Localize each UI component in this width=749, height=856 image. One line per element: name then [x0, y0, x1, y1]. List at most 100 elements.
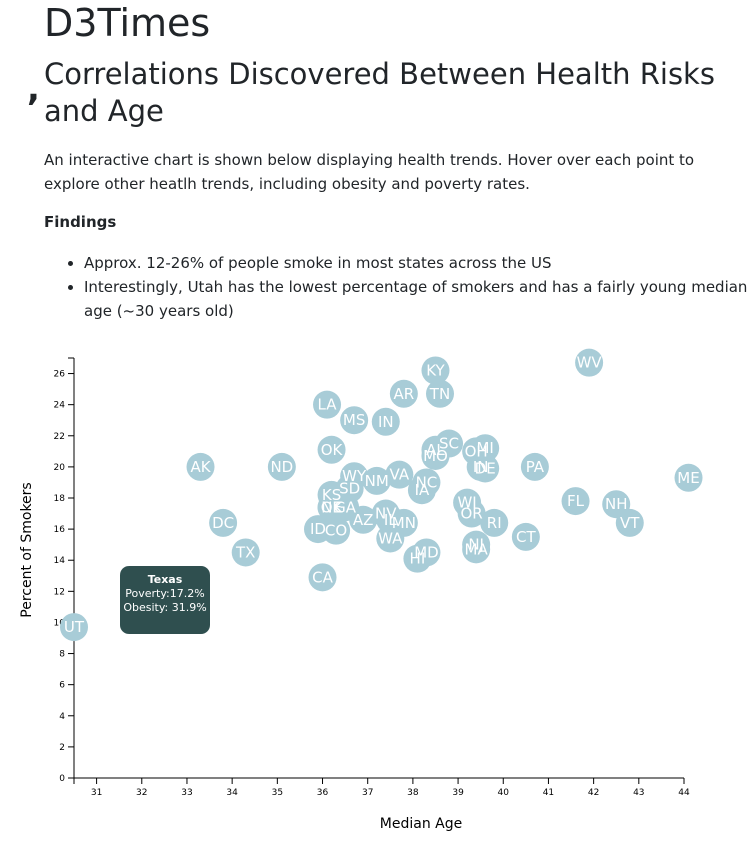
data-point[interactable]: [267, 452, 296, 481]
point-label: RI: [487, 514, 502, 532]
data-point[interactable]: [376, 524, 405, 553]
x-tick-label: 41: [543, 788, 554, 798]
point-label: WI: [457, 494, 476, 512]
data-point[interactable]: [421, 442, 450, 470]
data-point[interactable]: [457, 499, 486, 528]
data-point[interactable]: [340, 462, 369, 491]
y-tick-label: 0: [59, 774, 65, 784]
intro-paragraph: An interactive chart is shown below disp…: [44, 151, 695, 193]
data-point[interactable]: [331, 493, 360, 522]
point-label: MO: [423, 447, 448, 465]
point-label: ID: [310, 520, 326, 538]
point-label: NV: [375, 505, 397, 523]
data-point[interactable]: [561, 487, 590, 516]
y-tick-label: 2: [59, 743, 65, 753]
data-point[interactable]: [308, 563, 337, 592]
y-tick-label: 24: [54, 401, 66, 411]
data-point[interactable]: [60, 613, 88, 642]
data-point[interactable]: [385, 460, 414, 489]
data-point[interactable]: [186, 452, 215, 481]
point-label: KY: [426, 361, 445, 379]
point-label: NH: [605, 495, 628, 513]
data-point[interactable]: [317, 435, 346, 464]
data-point[interactable]: [520, 452, 549, 481]
point-label: WA: [378, 529, 403, 547]
y-tick-label: 26: [54, 370, 66, 380]
findings-heading: Findings: [44, 213, 117, 231]
data-tooltip: Texas Poverty:17.2% Obesity: 31.9%: [120, 566, 210, 634]
point-label: MD: [414, 543, 439, 561]
point-label: WY: [342, 467, 367, 485]
page-title: Correlations Discovered Between Health R…: [44, 57, 715, 128]
point-label: AL: [426, 441, 445, 459]
data-point[interactable]: [674, 463, 703, 492]
data-point[interactable]: [615, 508, 644, 537]
point-label: CT: [516, 528, 536, 546]
point-label: IN: [473, 458, 489, 476]
data-point[interactable]: [231, 538, 260, 567]
data-point[interactable]: [313, 390, 342, 419]
data-point[interactable]: [480, 508, 509, 537]
point-label: VA: [390, 466, 410, 484]
data-point[interactable]: [340, 406, 369, 435]
data-point[interactable]: [412, 538, 441, 567]
tooltip-poverty: Poverty:17.2%: [125, 587, 205, 600]
data-point[interactable]: [575, 348, 604, 377]
y-tick-label: 20: [54, 463, 66, 473]
data-point[interactable]: [426, 379, 454, 408]
data-point[interactable]: [462, 535, 491, 564]
x-tick-label: 35: [272, 788, 283, 798]
data-point[interactable]: [362, 466, 391, 495]
y-tick-label: 14: [54, 556, 66, 566]
x-tick-label: 36: [317, 788, 329, 798]
y-tick-label: 18: [54, 494, 66, 504]
y-tick-label: 10: [54, 618, 66, 628]
point-label: TN: [429, 385, 450, 403]
point-label: AZ: [353, 511, 374, 529]
y-tick-label: 12: [54, 587, 65, 597]
x-tick-label: 44: [678, 788, 690, 798]
site-brand: D3Times: [44, 1, 211, 45]
point-label: MI: [476, 439, 493, 457]
findings-list: Approx. 12-26% of people smoke in most s…: [44, 251, 749, 323]
y-tick-label: 16: [54, 525, 66, 535]
data-point[interactable]: [209, 508, 238, 537]
point-label: GA: [334, 498, 357, 516]
x-tick-label: 40: [498, 788, 510, 798]
x-tick-label: 37: [362, 788, 373, 798]
point-label: NE: [321, 498, 342, 516]
y-tick-label: 6: [59, 681, 65, 691]
point-label: IA: [415, 481, 430, 499]
data-point[interactable]: [371, 407, 400, 436]
point-label: IL: [384, 511, 397, 529]
data-point[interactable]: [466, 452, 495, 481]
data-point[interactable]: [322, 516, 351, 545]
point-label: OH: [465, 442, 488, 460]
stray-mark: ,: [27, 69, 40, 109]
data-point[interactable]: [421, 356, 450, 385]
data-point[interactable]: [407, 476, 436, 505]
y-tick-label: 8: [59, 650, 65, 660]
x-tick-label: 42: [588, 788, 599, 798]
point-label: NC: [416, 473, 438, 491]
data-point[interactable]: [511, 522, 540, 551]
y-axis-title: Percent of Smokers: [19, 482, 35, 617]
point-label: IN: [378, 413, 394, 431]
point-label: HI: [410, 550, 426, 568]
point-label: OR: [461, 505, 483, 523]
x-tick-label: 43: [633, 788, 644, 798]
point-label: MN: [392, 514, 416, 532]
point-label: OK: [321, 498, 344, 516]
x-tick-label: 38: [407, 788, 419, 798]
point-label: CA: [312, 568, 333, 586]
data-point[interactable]: [389, 379, 418, 408]
point-label: AR: [394, 385, 415, 403]
y-tick-label: 4: [59, 712, 65, 722]
point-label: MA: [465, 540, 489, 558]
point-label: NM: [365, 472, 389, 490]
point-label: VT: [620, 514, 640, 532]
x-tick-label: 39: [452, 788, 464, 798]
x-tick-label: 32: [136, 788, 147, 798]
point-label: TX: [235, 543, 255, 561]
